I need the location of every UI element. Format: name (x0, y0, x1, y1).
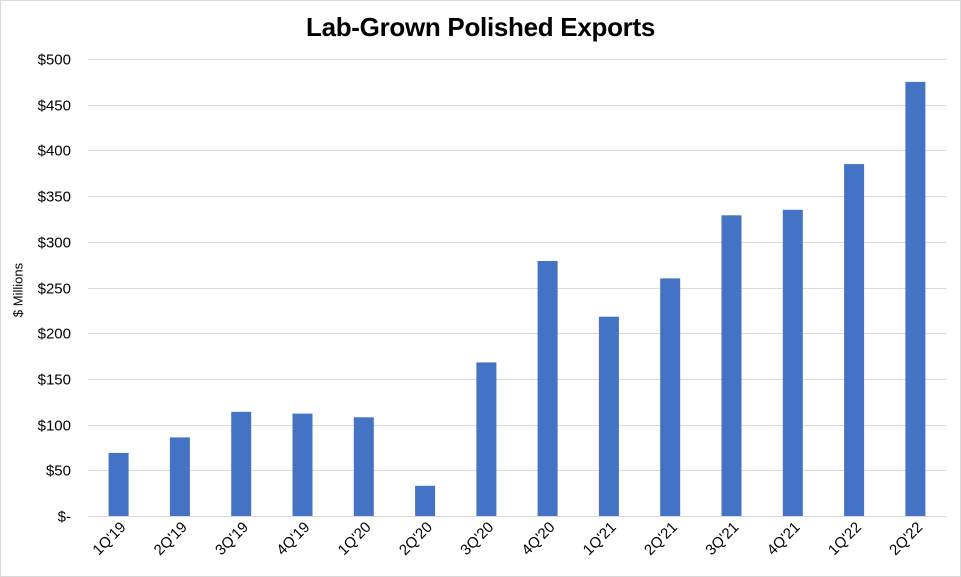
bar-series (108, 81, 926, 517)
bar (782, 209, 803, 517)
y-tick-label: $100 (38, 418, 71, 435)
x-tick-label: 2Q'19 (151, 519, 191, 559)
y-tick-label: $50 (46, 463, 71, 480)
y-tick-label: $- (58, 509, 71, 526)
x-tick-label: 3Q'20 (457, 519, 497, 559)
x-tick-label: 4Q'19 (273, 519, 313, 559)
bar (598, 316, 619, 516)
bar (292, 413, 313, 516)
y-tick-label: $200 (38, 326, 71, 343)
y-tick-label: $400 (38, 143, 71, 160)
bar (537, 261, 558, 516)
y-tick-label: $150 (38, 372, 71, 389)
x-tick-label: 3Q'21 (702, 519, 742, 559)
x-tick-label: 2Q'22 (886, 519, 926, 559)
bar (108, 452, 129, 516)
bar (353, 417, 374, 516)
bar (721, 215, 742, 517)
x-tick-label: 4Q'20 (518, 519, 558, 559)
y-tick-label: $450 (38, 98, 71, 115)
y-tick-label: $350 (38, 189, 71, 206)
bar (905, 81, 926, 517)
x-tick-label: 2Q'21 (641, 519, 681, 559)
y-tick-label: $300 (38, 235, 71, 252)
x-tick-label: 3Q'19 (212, 519, 252, 559)
x-tick-label: 1Q'19 (89, 519, 129, 559)
x-axis-ticks: 1Q'19 2Q'19 3Q'19 4Q'19 1Q'20 2Q'20 3Q'20 4Q'20… (89, 519, 926, 559)
x-tick-label: 4Q'21 (764, 519, 804, 559)
chart-title: Lab-Grown Polished Exports (305, 12, 655, 42)
x-tick-label: 1Q'22 (825, 519, 865, 559)
bar (415, 485, 436, 516)
bar (476, 362, 497, 516)
x-tick-label: 2Q'20 (396, 519, 436, 559)
y-tick-label: $500 (38, 52, 71, 69)
x-tick-label: 1Q'21 (580, 519, 620, 559)
bar (660, 278, 681, 516)
y-axis-ticks: $- $50 $100 $150 $200 $250 $300 $350 $400 $450 $50… (38, 52, 71, 526)
bar (231, 411, 252, 516)
bar (169, 437, 190, 516)
y-tick-label: $250 (38, 281, 71, 298)
x-tick-label: 1Q'20 (335, 519, 375, 559)
bar (844, 164, 865, 516)
gridlines (88, 59, 946, 517)
